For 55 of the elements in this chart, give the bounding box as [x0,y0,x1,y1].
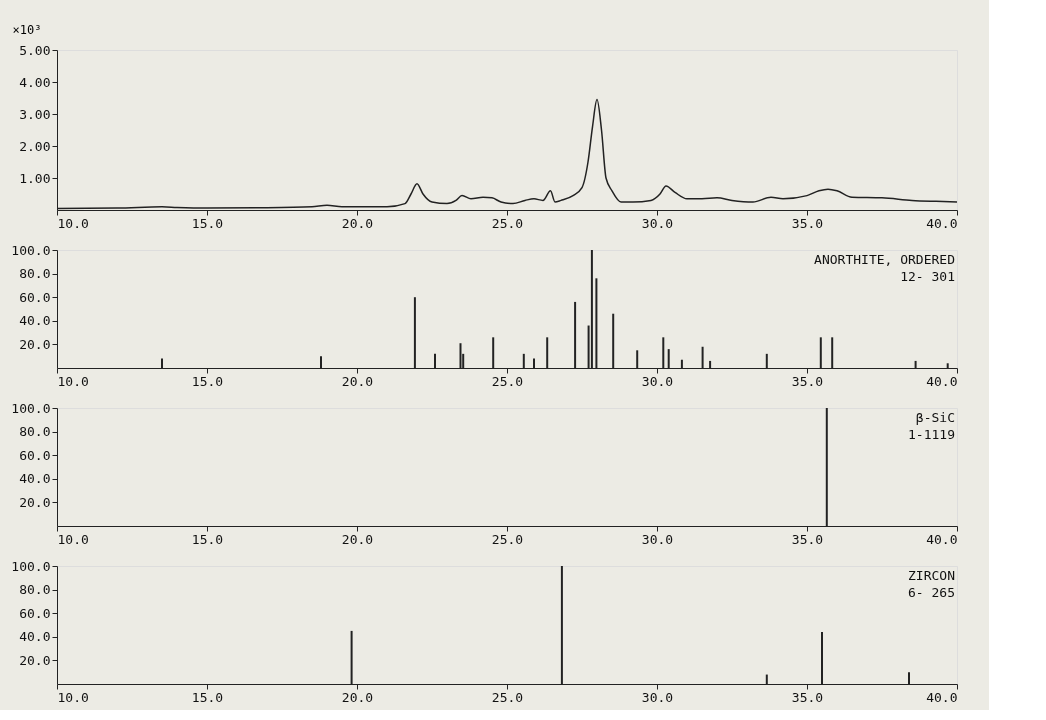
y-tick-label: 60.0 [19,289,51,305]
y-tick-label: 80.0 [19,582,51,598]
y-tick-label: 80.0 [19,266,51,282]
x-tick-label: 25.0 [491,215,524,231]
y-tick-label: 100.0 [11,242,51,258]
y-axis-title: ×10³ [12,22,42,37]
y-tick-label: 2.00 [19,138,51,154]
annotation: 1-1119 [908,427,955,442]
y-tick-label: 60.0 [19,605,51,621]
x-tick-label: 10.0 [57,689,89,705]
y-tick-label: 100.0 [11,558,51,574]
x-tick-label: 20.0 [341,531,374,547]
annotation: 12- 301 [900,269,955,284]
x-tick-label: 35.0 [791,215,824,231]
y-tick-label: 20.0 [19,336,51,352]
y-tick-label: 40.0 [19,629,51,645]
y-tick-label: 60.0 [19,447,51,463]
x-tick-label: 35.0 [791,531,824,547]
y-tick-label: 20.0 [19,652,51,668]
x-tick-label: 10.0 [57,373,89,389]
x-tick-label: 20.0 [341,215,374,231]
annotation: β-SiC [915,410,955,425]
y-tick-label: 40.0 [19,313,51,329]
y-tick-label: 100.0 [11,400,51,416]
x-tick-label: 25.0 [491,689,524,705]
annotation: ZIRCON [908,568,955,583]
x-tick-label: 40.0 [926,215,958,231]
annotation: 6- 265 [908,585,955,600]
x-tick-label: 25.0 [491,373,524,389]
x-tick-label: 20.0 [341,373,374,389]
x-tick-label: 30.0 [641,689,674,705]
x-tick-label: 30.0 [641,215,674,231]
y-tick-label: 1.00 [19,170,51,186]
annotation: ANORTHITE, ORDERED [814,252,956,267]
x-tick-label: 10.0 [57,215,89,231]
y-tick-label: 80.0 [19,424,51,440]
x-tick-label: 40.0 [926,689,958,705]
x-tick-label: 40.0 [926,531,958,547]
x-tick-label: 15.0 [191,531,224,547]
y-tick-label: 20.0 [19,494,51,510]
x-tick-label: 10.0 [57,531,89,547]
x-tick-label: 35.0 [791,689,824,705]
y-tick-label: 3.00 [19,106,51,122]
x-tick-label: 30.0 [641,373,674,389]
x-tick-label: 40.0 [926,373,958,389]
x-tick-label: 30.0 [641,531,674,547]
x-tick-label: 15.0 [191,373,224,389]
x-tick-label: 15.0 [191,215,224,231]
x-tick-label: 35.0 [791,373,824,389]
y-tick-label: 40.0 [19,471,51,487]
y-tick-label: 4.00 [19,74,51,90]
y-tick-label: 5.00 [19,42,51,58]
x-tick-label: 25.0 [491,531,524,547]
x-tick-label: 20.0 [341,689,374,705]
x-tick-label: 15.0 [191,689,224,705]
